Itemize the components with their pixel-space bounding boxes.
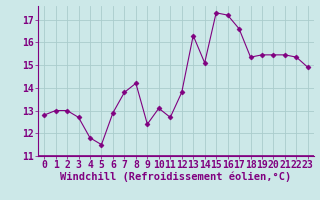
X-axis label: Windchill (Refroidissement éolien,°C): Windchill (Refroidissement éolien,°C) [60,172,292,182]
